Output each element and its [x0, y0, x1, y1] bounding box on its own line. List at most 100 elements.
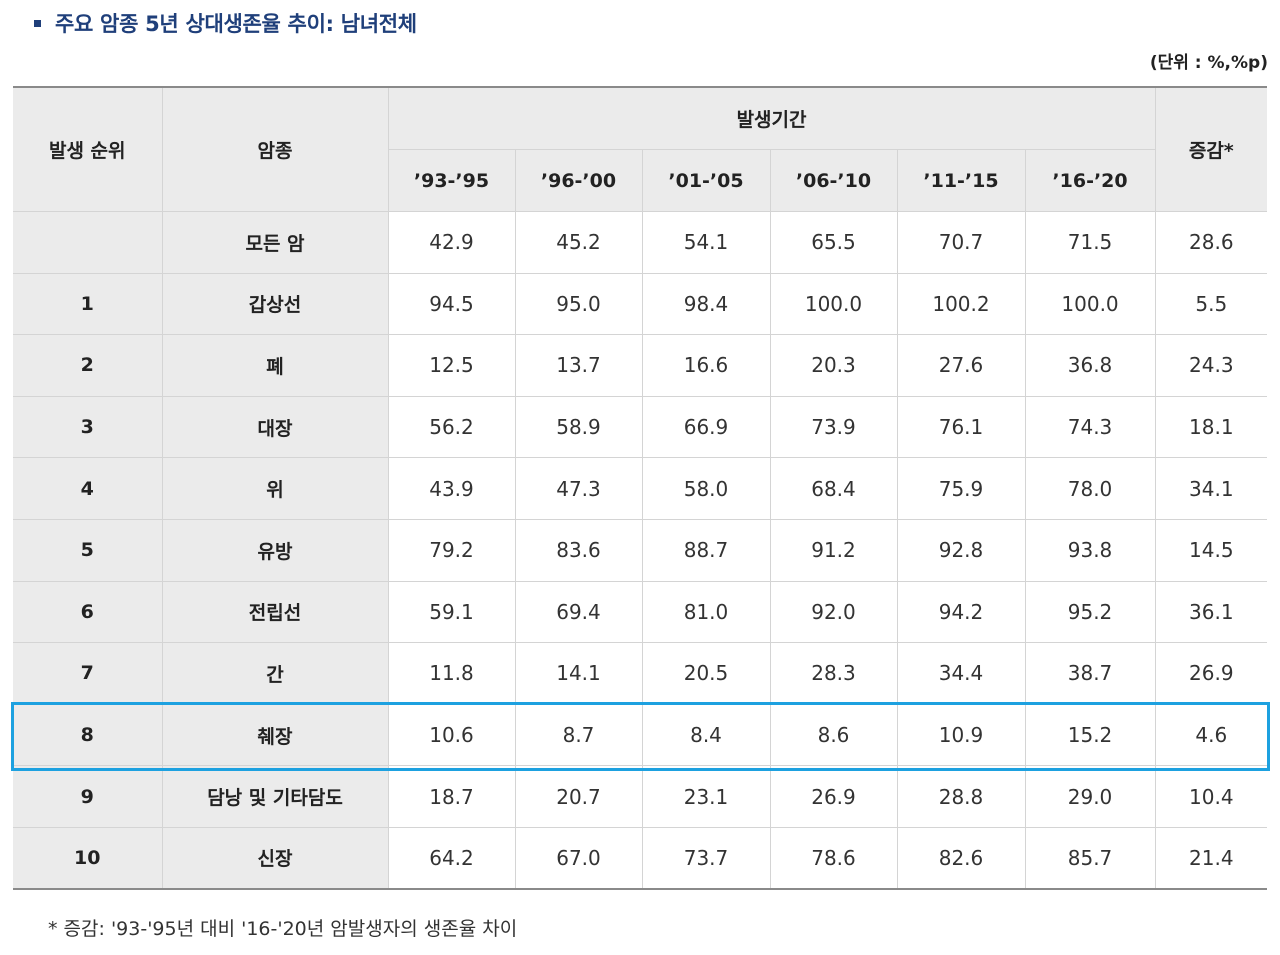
table-row: 10 신장 64.2 67.0 73.7 78.6 82.6 85.7 21.4 — [13, 826, 1268, 890]
value-cell: 8.4 — [641, 703, 771, 767]
value-cell: 69.4 — [514, 580, 643, 644]
cancer-name-cell: 갑상선 — [161, 272, 389, 336]
table-row: 9 담낭 및 기타담도 18.7 20.7 23.1 26.9 28.8 29.… — [13, 765, 1268, 828]
value-cell: 16.6 — [641, 334, 771, 397]
table-row: 2 폐 12.5 13.7 16.6 20.3 27.6 36.8 24.3 — [13, 334, 1268, 397]
value-cell: 66.9 — [641, 395, 771, 459]
cancer-name-cell: 간 — [161, 642, 389, 705]
header-period: 발생기간 — [387, 87, 1156, 150]
cancer-name-cell: 위 — [161, 457, 389, 520]
value-cell: 85.7 — [1024, 826, 1156, 890]
value-cell: 54.1 — [641, 211, 771, 274]
footnote: * 증감: '93-'95년 대비 '16-'20년 암발생자의 생존율 차이 — [48, 918, 518, 940]
value-cell: 28.3 — [769, 642, 898, 705]
value-cell: 20.5 — [641, 642, 771, 705]
value-cell: 12.5 — [387, 334, 516, 397]
table-row-highlighted: 8 췌장 10.6 8.7 8.4 8.6 10.9 15.2 4.6 — [13, 703, 1268, 767]
rank-cell: 2 — [13, 334, 163, 397]
table-row: 3 대장 56.2 58.9 66.9 73.9 76.1 74.3 18.1 — [13, 395, 1268, 459]
value-cell: 23.1 — [641, 765, 771, 828]
header-period-2: ’96-’00 — [514, 149, 643, 212]
rank-cell — [13, 211, 163, 274]
value-cell: 8.6 — [769, 703, 898, 767]
value-cell: 14.1 — [514, 642, 643, 705]
value-cell: 83.6 — [514, 518, 643, 582]
value-cell: 78.6 — [769, 826, 898, 890]
value-cell: 95.0 — [514, 272, 643, 336]
change-cell: 4.6 — [1154, 703, 1268, 767]
value-cell: 11.8 — [387, 642, 516, 705]
square-bullet-icon — [34, 19, 41, 27]
value-cell: 100.2 — [896, 272, 1026, 336]
rank-cell: 8 — [13, 703, 163, 767]
value-cell: 92.8 — [896, 518, 1026, 582]
value-cell: 26.9 — [769, 765, 898, 828]
header-cancer: 암종 — [161, 87, 389, 212]
change-cell: 5.5 — [1154, 272, 1268, 336]
value-cell: 58.0 — [641, 457, 771, 520]
change-cell: 18.1 — [1154, 395, 1268, 459]
table-row: 4 위 43.9 47.3 58.0 68.4 75.9 78.0 34.1 — [13, 457, 1268, 520]
value-cell: 100.0 — [1024, 272, 1156, 336]
unit-label: (단위 : %,%p) — [1149, 53, 1268, 73]
value-cell: 70.7 — [896, 211, 1026, 274]
value-cell: 42.9 — [387, 211, 516, 274]
cancer-name-cell: 모든 암 — [161, 211, 389, 274]
value-cell: 73.9 — [769, 395, 898, 459]
value-cell: 75.9 — [896, 457, 1026, 520]
value-cell: 18.7 — [387, 765, 516, 828]
value-cell: 58.9 — [514, 395, 643, 459]
table-row: 6 전립선 59.1 69.4 81.0 92.0 94.2 95.2 36.1 — [13, 580, 1268, 644]
rank-cell: 1 — [13, 272, 163, 336]
value-cell: 79.2 — [387, 518, 516, 582]
table-row: 7 간 11.8 14.1 20.5 28.3 34.4 38.7 26.9 — [13, 642, 1268, 705]
rank-cell: 6 — [13, 580, 163, 644]
value-cell: 65.5 — [769, 211, 898, 274]
value-cell: 100.0 — [769, 272, 898, 336]
value-cell: 20.3 — [769, 334, 898, 397]
value-cell: 13.7 — [514, 334, 643, 397]
value-cell: 27.6 — [896, 334, 1026, 397]
rank-cell: 9 — [13, 765, 163, 828]
value-cell: 68.4 — [769, 457, 898, 520]
value-cell: 74.3 — [1024, 395, 1156, 459]
header-row-1: 발생 순위 암종 발생기간 증감* — [13, 87, 1268, 212]
header-row-2: ’93-’95 ’96-’00 ’01-’05 ’06-’10 ’11-’15 … — [13, 149, 1267, 212]
change-cell: 36.1 — [1154, 580, 1268, 644]
value-cell: 15.2 — [1024, 703, 1156, 767]
value-cell: 28.8 — [896, 765, 1026, 828]
rank-cell: 5 — [13, 518, 163, 582]
header-period-6: ’16-’20 — [1024, 149, 1156, 212]
rank-cell: 7 — [13, 642, 163, 705]
change-cell: 14.5 — [1154, 518, 1268, 582]
change-cell: 26.9 — [1154, 642, 1268, 705]
change-cell: 28.6 — [1154, 211, 1268, 274]
cancer-name-cell: 폐 — [161, 334, 389, 397]
value-cell: 91.2 — [769, 518, 898, 582]
change-cell: 10.4 — [1154, 765, 1268, 828]
value-cell: 34.4 — [896, 642, 1026, 705]
value-cell: 8.7 — [514, 703, 643, 767]
change-cell: 24.3 — [1154, 334, 1268, 397]
value-cell: 29.0 — [1024, 765, 1156, 828]
header-period-4: ’06-’10 — [769, 149, 898, 212]
rank-cell: 10 — [13, 826, 163, 890]
cancer-name-cell: 유방 — [161, 518, 389, 582]
value-cell: 59.1 — [387, 580, 516, 644]
header-period-1: ’93-’95 — [388, 149, 516, 212]
value-cell: 82.6 — [896, 826, 1026, 890]
value-cell: 94.5 — [387, 272, 516, 336]
value-cell: 76.1 — [896, 395, 1026, 459]
table-row: 1 갑상선 94.5 95.0 98.4 100.0 100.2 100.0 5… — [13, 272, 1268, 336]
cancer-name-cell: 전립선 — [161, 580, 389, 644]
cancer-name-cell: 신장 — [161, 826, 389, 890]
table-row: 모든 암 42.9 45.2 54.1 65.5 70.7 71.5 28.6 — [13, 211, 1268, 274]
value-cell: 95.2 — [1024, 580, 1156, 644]
cancer-name-cell: 췌장 — [161, 703, 389, 767]
value-cell: 98.4 — [641, 272, 771, 336]
value-cell: 73.7 — [641, 826, 771, 890]
change-cell: 34.1 — [1154, 457, 1268, 520]
value-cell: 93.8 — [1024, 518, 1156, 582]
value-cell: 36.8 — [1024, 334, 1156, 397]
cancer-name-cell: 담낭 및 기타담도 — [161, 765, 389, 828]
